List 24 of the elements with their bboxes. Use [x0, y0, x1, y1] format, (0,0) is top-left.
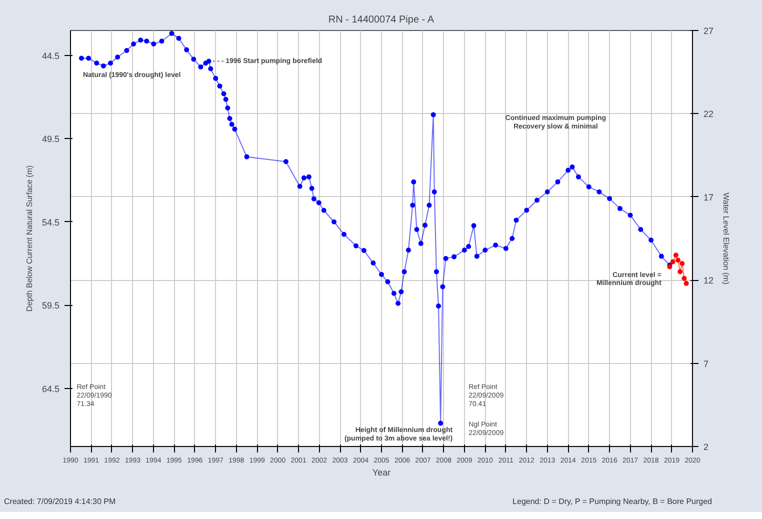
text: Legend: D = Dry, P = Pumping Nearby, B = Bore Purged	[512, 496, 712, 508]
y-tick-label: 64.5	[42, 384, 60, 394]
point	[673, 252, 678, 258]
text: Created: 7/09/2019 4:14:30 PM	[4, 496, 116, 508]
point	[682, 276, 687, 281]
point	[670, 259, 676, 264]
y2-tick-label: 27	[704, 26, 714, 36]
y-tick-label: 54.5	[42, 217, 60, 228]
point	[680, 260, 685, 266]
y2-tick-label: 12	[704, 276, 714, 286]
y-tick-label: 59.5	[42, 300, 60, 311]
y2-tick-label: 17	[704, 192, 714, 202]
y-axis-title: Depth Below Current Natural Surface (m)	[24, 165, 34, 312]
y2-axis-title: Water Level Elevation (m)	[722, 192, 731, 285]
point	[675, 258, 680, 263]
point	[678, 269, 683, 274]
point	[684, 280, 689, 286]
x-axis-title: Year	[372, 468, 391, 478]
y-tick-label: 44.5	[42, 50, 60, 61]
y2-tick-label: 7	[704, 358, 709, 369]
y-tick-label: 49.5	[42, 134, 60, 144]
chart-title: RN - 14400074 Pipe - A	[328, 14, 434, 26]
y2-tick-label: 22	[704, 109, 714, 120]
y2-tick-label: 2	[704, 442, 709, 452]
